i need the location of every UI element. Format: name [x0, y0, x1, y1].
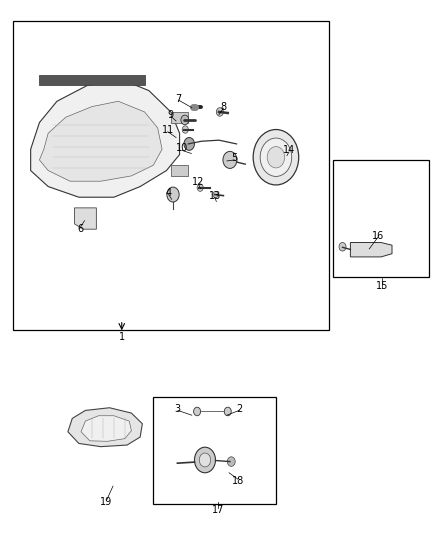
Circle shape: [260, 138, 292, 176]
Text: 11: 11: [162, 125, 174, 134]
Bar: [13, 21, 328, 330]
Text: 17: 17: [212, 505, 224, 515]
Text: 19: 19: [100, 497, 113, 507]
Text: 18: 18: [232, 476, 244, 486]
Text: 7: 7: [176, 94, 182, 103]
Circle shape: [224, 407, 231, 416]
Text: 4: 4: [166, 188, 172, 198]
Polygon shape: [171, 165, 188, 176]
Text: 8: 8: [220, 102, 226, 111]
Text: 1: 1: [119, 332, 125, 342]
Text: 9: 9: [168, 110, 174, 119]
Bar: [333, 160, 429, 277]
Text: 10: 10: [176, 143, 188, 153]
Circle shape: [227, 457, 235, 466]
Circle shape: [339, 243, 346, 251]
Text: 16: 16: [372, 231, 384, 240]
Circle shape: [216, 108, 223, 116]
Text: 3: 3: [175, 404, 181, 414]
Polygon shape: [31, 80, 180, 197]
Text: 2: 2: [236, 404, 242, 414]
Polygon shape: [74, 208, 96, 229]
Circle shape: [223, 151, 237, 168]
Circle shape: [181, 115, 189, 125]
Text: 13: 13: [208, 191, 221, 200]
Polygon shape: [68, 408, 142, 447]
Polygon shape: [81, 416, 131, 441]
Circle shape: [197, 184, 203, 191]
Circle shape: [199, 453, 211, 467]
Polygon shape: [171, 112, 188, 123]
Polygon shape: [39, 75, 145, 85]
Circle shape: [267, 147, 285, 168]
Circle shape: [213, 191, 218, 198]
Polygon shape: [39, 101, 162, 181]
Circle shape: [194, 447, 215, 473]
Circle shape: [184, 138, 194, 150]
Circle shape: [167, 187, 179, 202]
Circle shape: [194, 407, 201, 416]
Text: 6: 6: [77, 224, 83, 234]
Text: 15: 15: [376, 281, 389, 291]
Text: 12: 12: [192, 177, 205, 187]
Circle shape: [253, 130, 299, 185]
Polygon shape: [350, 243, 392, 257]
Text: 14: 14: [283, 146, 295, 155]
Bar: [153, 397, 276, 504]
Circle shape: [182, 126, 188, 133]
Text: 5: 5: [231, 154, 237, 163]
